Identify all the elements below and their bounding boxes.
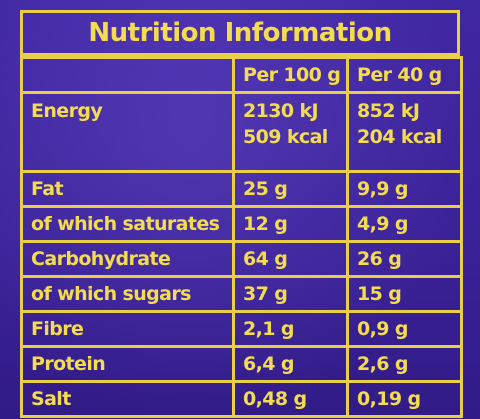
table-row: Fibre 2,1 g 0,9 g bbox=[20, 310, 463, 348]
row-label: Fat bbox=[20, 170, 235, 208]
row-per100: 2,1 g bbox=[232, 310, 349, 348]
row-per40: 4,9 g bbox=[346, 205, 463, 243]
energy-per40-kj: 852 kJ bbox=[357, 100, 420, 122]
row-per100: 64 g bbox=[232, 240, 349, 278]
row-per100: 25 g bbox=[232, 170, 349, 208]
header-row: Per 100 g Per 40 g bbox=[20, 56, 463, 94]
energy-row: Energy 2130 kJ 509 kcal 852 kJ 204 kcal bbox=[20, 91, 463, 173]
energy-per100: 2130 kJ 509 kcal bbox=[232, 91, 349, 173]
nutrition-table: Per 100 g Per 40 g Energy 2130 kJ 509 kc… bbox=[20, 56, 463, 418]
row-per40: 0,19 g bbox=[346, 380, 463, 418]
row-label: of which sugars bbox=[20, 275, 235, 313]
row-per100: 0,48 g bbox=[232, 380, 349, 418]
energy-per100-kj: 2130 kJ bbox=[243, 100, 319, 122]
row-label: Carbohydrate bbox=[20, 240, 235, 278]
row-per40: 15 g bbox=[346, 275, 463, 313]
table-row: Fat 25 g 9,9 g bbox=[20, 170, 463, 208]
energy-per100-kcal: 509 kcal bbox=[243, 126, 328, 148]
table-row: of which saturates 12 g 4,9 g bbox=[20, 205, 463, 243]
energy-label: Energy bbox=[20, 91, 235, 173]
nutrition-title: Nutrition Information bbox=[20, 10, 460, 56]
row-label: Fibre bbox=[20, 310, 235, 348]
table-row: Protein 6,4 g 2,6 g bbox=[20, 345, 463, 383]
row-per100: 12 g bbox=[232, 205, 349, 243]
row-per100: 6,4 g bbox=[232, 345, 349, 383]
header-per40: Per 40 g bbox=[346, 56, 463, 94]
row-per40: 0,9 g bbox=[346, 310, 463, 348]
table-row: of which sugars 37 g 15 g bbox=[20, 275, 463, 313]
table-row: Salt 0,48 g 0,19 g bbox=[20, 380, 463, 418]
row-label: of which saturates bbox=[20, 205, 235, 243]
row-label: Salt bbox=[20, 380, 235, 418]
energy-per40-kcal: 204 kcal bbox=[357, 126, 442, 148]
row-label: Protein bbox=[20, 345, 235, 383]
row-per40: 2,6 g bbox=[346, 345, 463, 383]
table-row: Carbohydrate 64 g 26 g bbox=[20, 240, 463, 278]
row-per40: 26 g bbox=[346, 240, 463, 278]
energy-per40: 852 kJ 204 kcal bbox=[346, 91, 463, 173]
row-per40: 9,9 g bbox=[346, 170, 463, 208]
header-per100: Per 100 g bbox=[232, 56, 349, 94]
header-empty-cell bbox=[20, 56, 235, 94]
row-per100: 37 g bbox=[232, 275, 349, 313]
